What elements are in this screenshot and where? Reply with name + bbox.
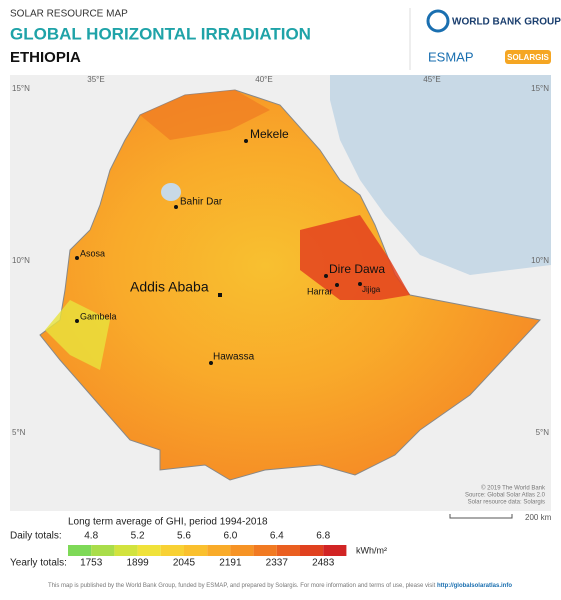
- yearly-label: 1753: [80, 558, 103, 569]
- scale-bar: [449, 514, 513, 519]
- swatch: [68, 545, 92, 556]
- lat-label: 15°N: [531, 84, 549, 93]
- city: Dire Dawa: [329, 262, 385, 276]
- city-dot: [209, 361, 213, 365]
- city: Gambela: [80, 311, 117, 321]
- credit: © 2019 The World Bank: [481, 485, 546, 492]
- city-dot: [324, 274, 328, 278]
- credit: Source: Global Solar Atlas 2.0: [465, 493, 546, 499]
- footer-link[interactable]: http://globalsolaratlas.info: [437, 583, 512, 589]
- city: Asosa: [80, 248, 105, 258]
- lat-label: 15°N: [12, 84, 30, 93]
- swatch: [114, 545, 138, 556]
- swatch: [160, 545, 184, 556]
- scale-label: 200 km: [525, 513, 552, 522]
- title: GLOBAL HORIZONTAL IRRADIATION: [10, 24, 311, 43]
- credits: © 2019 The World Bank Source: Global Sol…: [465, 485, 546, 506]
- city-dot: [75, 256, 79, 260]
- city: Addis Ababa: [130, 279, 209, 295]
- lat-label: 10°N: [12, 256, 30, 265]
- yearly-label: 2483: [312, 558, 335, 569]
- lat-label: 10°N: [531, 256, 549, 265]
- cities: Mekele Bahir Dar Asosa Addis Ababa Dire …: [75, 127, 385, 365]
- daily-label: 6.8: [316, 531, 330, 542]
- solargis: SOLARGIS: [507, 53, 549, 62]
- credit: Solar resource data: Solargis: [468, 500, 545, 506]
- swatch: [253, 545, 277, 556]
- west-zone: [45, 300, 110, 370]
- north-zone: [140, 90, 270, 140]
- legend-yearly-label: Yearly totals:: [10, 558, 67, 569]
- lon-label: 35°E: [87, 75, 104, 84]
- wb-logo: [426, 9, 450, 33]
- legend-swatches: [68, 545, 347, 556]
- lon-label: 45°E: [423, 75, 440, 84]
- swatch: [230, 545, 254, 556]
- esmap: ESMAP: [428, 49, 474, 64]
- daily-label: 5.2: [131, 531, 145, 542]
- legend-daily-label: Daily totals:: [10, 531, 62, 542]
- legend-labels: 4.8 1753 5.2 1899 5.6 2045 6.0 2191 6.4 2337 6.8 24…: [80, 531, 335, 569]
- yearly-label: 1899: [126, 558, 149, 569]
- city-dot: [174, 205, 178, 209]
- hot-zone: [300, 215, 410, 300]
- city: Mekele: [250, 127, 289, 141]
- sea: [330, 75, 551, 275]
- graticule-labels: 35°E 40°E 45°E 15°N 10°N 5°N 15°N 10°N 5…: [12, 75, 549, 437]
- lon-label: 40°E: [255, 75, 272, 84]
- yearly-label: 2045: [173, 558, 196, 569]
- city: Bahir Dar: [180, 197, 223, 208]
- daily-label: 6.4: [270, 531, 284, 542]
- city: Hawassa: [213, 352, 255, 363]
- swatch: [184, 545, 208, 556]
- lake-tana: [161, 183, 181, 201]
- city-dot: [244, 139, 248, 143]
- swatch: [207, 545, 231, 556]
- kicker: SOLAR RESOURCE MAP: [10, 9, 128, 20]
- yearly-label: 2337: [266, 558, 289, 569]
- swatch: [323, 545, 347, 556]
- lat-label: 5°N: [536, 428, 550, 437]
- daily-label: 5.6: [177, 531, 191, 542]
- legend-unit: kWh/m²: [356, 545, 387, 555]
- capital: [218, 293, 222, 297]
- swatch: [276, 545, 300, 556]
- daily-label: 6.0: [223, 531, 237, 542]
- city: Jijiga: [362, 285, 381, 294]
- city-dot: [358, 282, 362, 286]
- country: ETHIOPIA: [10, 49, 81, 66]
- city-dot: [75, 319, 79, 323]
- footer-text: This map is published by the World Bank …: [48, 583, 437, 589]
- city-dot: [335, 283, 339, 287]
- wb-text: WORLD BANK GROUP: [452, 17, 561, 28]
- yearly-label: 2191: [219, 558, 242, 569]
- lat-label: 5°N: [12, 428, 26, 437]
- solargis-badge: [505, 50, 551, 64]
- footer: This map is published by the World Bank …: [48, 583, 512, 589]
- swatch: [300, 545, 324, 556]
- swatch: [137, 545, 161, 556]
- swatch: [91, 545, 115, 556]
- city: Harrar: [307, 286, 333, 296]
- daily-label: 4.8: [84, 531, 98, 542]
- legend-title: Long term average of GHI, period 1994-20…: [68, 517, 268, 528]
